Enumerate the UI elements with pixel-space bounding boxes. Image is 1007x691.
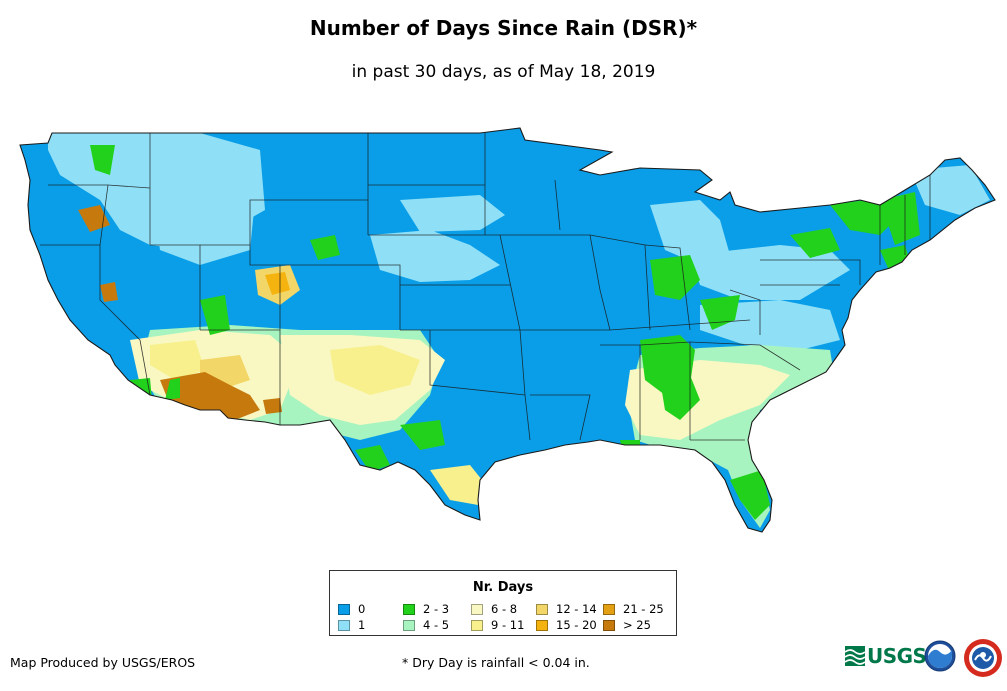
legend-swatch — [536, 619, 548, 631]
dry-day-footnote: * Dry Day is rainfall < 0.04 in. — [402, 655, 590, 670]
legend-item-3: 4 - 5 — [403, 619, 449, 631]
usgs-wave-icon — [845, 646, 865, 666]
nws-logo-icon — [964, 639, 1002, 677]
producer-credit: Map Produced by USGS/EROS — [10, 655, 196, 670]
legend-label: 1 — [358, 618, 366, 632]
map-subtitle: in past 30 days, as of May 18, 2019 — [351, 62, 656, 82]
legend-label: 4 - 5 — [423, 618, 450, 632]
legend-item-6: 12 - 14 — [536, 603, 597, 615]
legend-item-9: > 25 — [603, 619, 651, 631]
legend-item-2: 2 - 3 — [403, 603, 449, 615]
legend-label: 6 - 8 — [491, 602, 518, 616]
legend: Nr. Days 0 1 2 - 3 4 - 5 6 - 8 9 - 11 12… — [329, 570, 677, 636]
legend-swatch — [536, 603, 548, 615]
legend-swatch — [603, 619, 615, 631]
legend-item-4: 6 - 8 — [471, 603, 517, 615]
legend-label: 12 - 14 — [556, 602, 597, 616]
legend-swatch — [403, 619, 415, 631]
legend-label: 0 — [358, 602, 366, 616]
legend-item-8: 21 - 25 — [603, 603, 664, 615]
legend-item-1: 1 — [338, 619, 365, 631]
map-title: Number of Days Since Rain (DSR)* — [309, 16, 698, 40]
legend-swatch — [471, 603, 483, 615]
legend-swatch — [338, 619, 350, 631]
legend-label: 2 - 3 — [423, 602, 450, 616]
legend-swatch — [403, 603, 415, 615]
legend-label: 9 - 11 — [491, 618, 525, 632]
usgs-wordmark: USGS — [867, 644, 927, 668]
legend-item-0: 0 — [338, 603, 365, 615]
legend-label: > 25 — [623, 618, 651, 632]
legend-swatch — [603, 603, 615, 615]
legend-title: Nr. Days — [472, 580, 534, 595]
legend-label: 21 - 25 — [623, 602, 664, 616]
usgs-logo: USGS — [845, 644, 927, 668]
legend-swatch — [338, 603, 350, 615]
legend-swatch — [471, 619, 483, 631]
legend-item-7: 15 - 20 — [536, 619, 597, 631]
noaa-logo-icon — [924, 640, 956, 672]
legend-label: 15 - 20 — [556, 618, 597, 632]
legend-item-5: 9 - 11 — [471, 619, 524, 631]
